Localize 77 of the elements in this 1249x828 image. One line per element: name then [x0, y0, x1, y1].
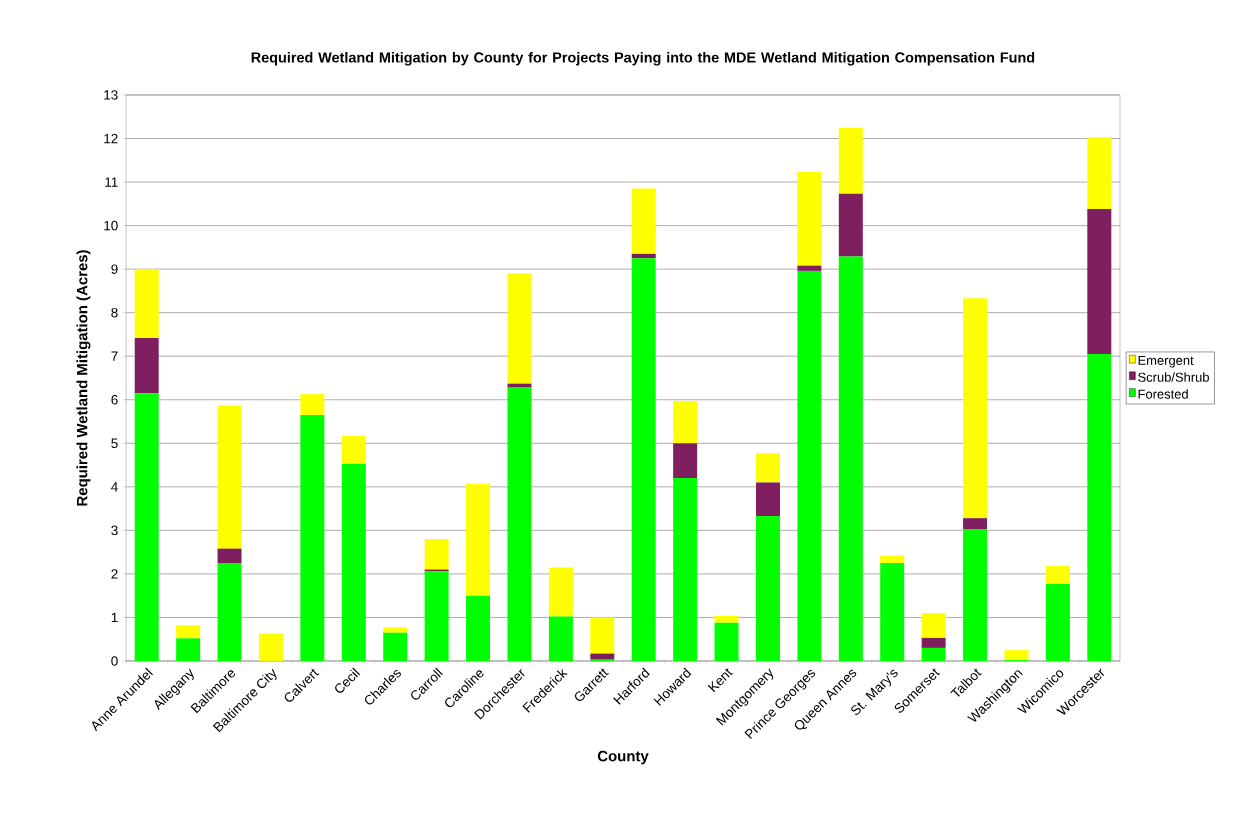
bar [507, 273, 532, 384]
bar [176, 638, 201, 661]
bar [755, 482, 780, 516]
y-tick-label: 9 [111, 264, 118, 274]
bar [921, 613, 946, 638]
bar [383, 627, 408, 633]
bar [673, 478, 698, 661]
y-tick-label: 3 [111, 525, 118, 536]
y-tick-label: 10 [104, 220, 118, 231]
bar [1087, 354, 1112, 661]
bar [631, 258, 656, 661]
y-tick-label: 1 [111, 612, 118, 623]
bar [1045, 583, 1070, 661]
bar [548, 616, 573, 661]
bar [548, 567, 573, 617]
y-tick-label: 5 [111, 438, 118, 448]
bar [838, 256, 863, 661]
bar [300, 394, 325, 415]
bar [507, 387, 532, 661]
bar [714, 622, 739, 661]
chart-title: Required Wetland Mitigation by County for Projects Paying into the MDE Wetland Mitigation Compensation Fund [251, 51, 1035, 66]
bar [797, 172, 822, 266]
bar [424, 571, 449, 661]
bar [341, 463, 366, 661]
bar [383, 632, 408, 661]
bar [755, 453, 780, 483]
bar [797, 270, 822, 661]
bar [1087, 137, 1112, 210]
bar [755, 516, 780, 661]
bar [466, 595, 491, 661]
bar [590, 617, 615, 654]
legend-label: Scrub/Shrub [1138, 372, 1209, 382]
bar [1045, 566, 1070, 584]
bar [217, 563, 242, 661]
bar [963, 298, 988, 519]
bar [921, 647, 946, 661]
legend-label: Forested [1138, 389, 1188, 399]
y-axis-title: Required Wetland Mitigation (Acres) [76, 250, 91, 506]
bar [217, 405, 242, 549]
legend-label: Emergent [1138, 355, 1194, 368]
bar [466, 483, 491, 596]
bar [631, 188, 656, 254]
bar [1004, 650, 1029, 661]
bar [134, 337, 159, 394]
y-tick-label: 12 [104, 133, 118, 144]
x-axis-title: County [597, 750, 649, 765]
bar [880, 555, 905, 564]
bar [300, 414, 325, 661]
y-tick-label: 4 [111, 482, 118, 492]
bar [921, 637, 946, 648]
y-tick-label: 11 [105, 177, 118, 187]
bar [838, 193, 863, 257]
y-tick-label: 7 [111, 351, 118, 361]
bar [134, 269, 159, 338]
bar [963, 518, 988, 530]
bar [424, 539, 449, 570]
bar [217, 548, 242, 564]
bar [341, 435, 366, 464]
bar [963, 529, 988, 661]
bar [590, 653, 615, 660]
bar [673, 401, 698, 444]
bar [258, 633, 283, 661]
bar [176, 625, 201, 639]
bar [673, 443, 698, 479]
bar [838, 128, 863, 194]
y-tick-label: 2 [111, 569, 118, 579]
bar [631, 253, 656, 259]
y-tick-label: 8 [111, 307, 118, 318]
bar [714, 615, 739, 623]
bar [134, 393, 159, 661]
y-tick-label: 13 [104, 90, 118, 100]
bar [880, 563, 905, 661]
bar [1087, 209, 1112, 355]
bar [507, 383, 532, 388]
bar [797, 265, 822, 271]
y-tick-label: 0 [111, 656, 118, 666]
y-tick-label: 6 [111, 394, 118, 405]
